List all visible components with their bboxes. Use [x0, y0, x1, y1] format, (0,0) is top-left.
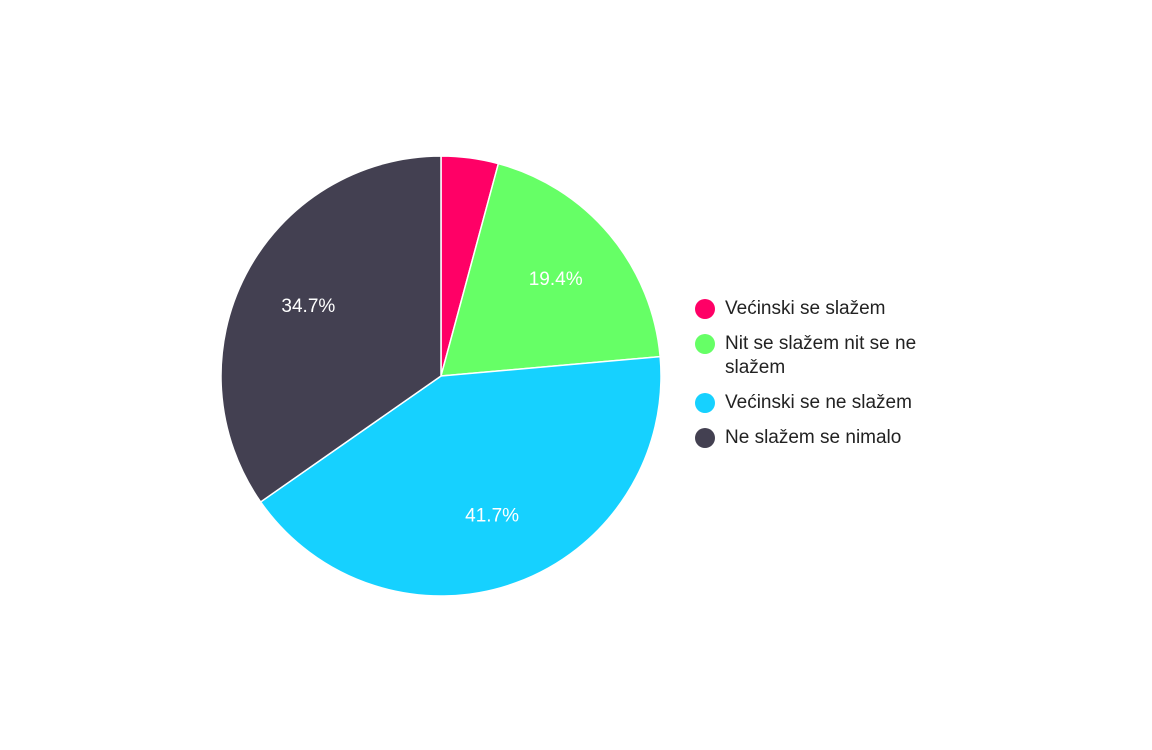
slice-value-label-2: 19.4% [529, 269, 583, 290]
slice-value-label-4: 34.7% [281, 296, 335, 317]
pie-slices [220, 155, 662, 597]
legend-label: Većinski se ne slažem [725, 392, 912, 413]
legend: Većinski se slažem Nit se slažem nit se n… [695, 297, 945, 461]
legend-label: Nit se slažem nit se ne slažem [725, 333, 917, 378]
legend-swatch [695, 428, 715, 448]
legend-item[interactable]: Većinski se slažem [695, 297, 945, 321]
legend-swatch [695, 299, 715, 319]
legend-item[interactable]: Ne slažem se nimalo [695, 426, 945, 450]
pie-slice-labels: 19.4% 41.7% 34.7% [281, 269, 582, 527]
legend-swatch [695, 393, 715, 413]
pie-slice-2 [439, 162, 661, 377]
legend-swatch [695, 334, 715, 354]
legend-item[interactable]: Većinski se ne slažem [695, 391, 945, 415]
pie-slice-4 [220, 155, 442, 503]
legend-item[interactable]: Nit se slažem nit se ne slažem [695, 332, 945, 380]
legend-label: Ne slažem se nimalo [725, 427, 902, 448]
legend-label: Većinski se slažem [725, 298, 886, 319]
slice-value-label-3: 41.7% [465, 506, 519, 527]
pie-slice-3 [259, 355, 662, 597]
